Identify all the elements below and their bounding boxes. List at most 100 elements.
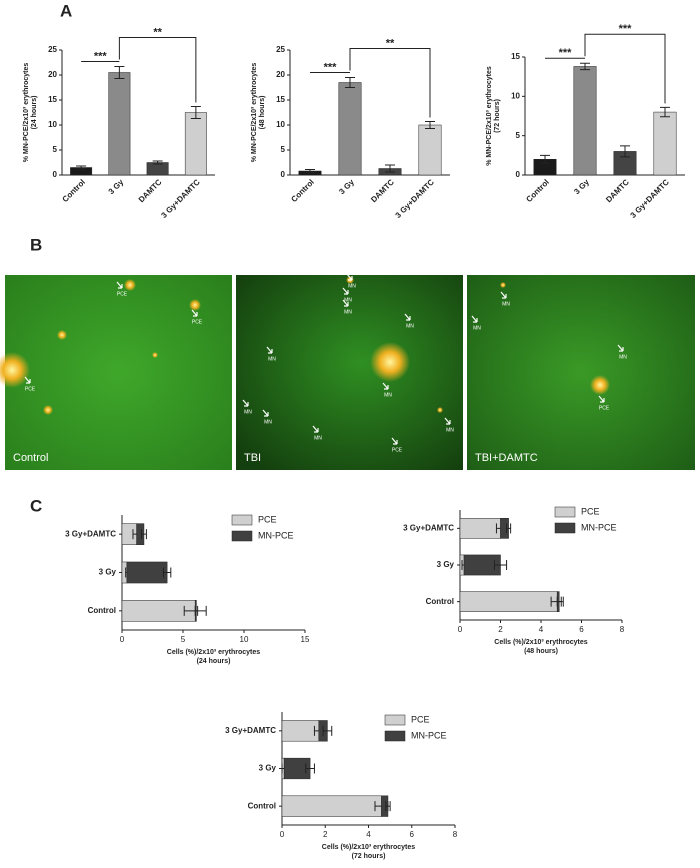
y-tick-label: 5 <box>281 145 286 154</box>
micrograph-annotation: MN <box>446 427 454 433</box>
x-tick-label: DAMTC <box>604 177 631 204</box>
legend-swatch <box>384 714 406 726</box>
panel-label: A <box>60 1 72 20</box>
x-tick-label: 15 <box>301 635 310 644</box>
legend-label: MN-PCE <box>258 530 294 540</box>
arrow <box>471 315 478 323</box>
error-bar <box>556 596 562 607</box>
cell <box>370 342 410 382</box>
micrograph-label: Control <box>13 452 48 464</box>
cell <box>189 299 201 311</box>
significance-bracket <box>584 33 666 104</box>
bar <box>108 72 131 176</box>
error-bar <box>506 523 512 534</box>
x-axis-label: (24 hours) <box>197 658 231 665</box>
y-tick-label: 3 Gy+DAMTC <box>403 523 454 532</box>
micrograph-annotation: MN <box>244 409 252 415</box>
micrograph-annotation: MN <box>384 392 392 398</box>
micrograph-annotation: MN <box>314 435 322 441</box>
y-axis-label: (24 hours) <box>31 96 38 130</box>
arrow <box>312 425 319 433</box>
x-tick-label: 2 <box>323 830 328 839</box>
error-bar <box>305 169 315 173</box>
micrograph-annotation: PCE <box>392 447 403 453</box>
arrow <box>342 287 349 295</box>
arrow <box>500 291 507 299</box>
arrow <box>346 273 353 281</box>
micrograph-annotation: MN <box>268 356 276 362</box>
x-tick-label: 8 <box>620 625 625 634</box>
y-tick-label: 3 Gy <box>437 560 455 569</box>
y-tick-label: 25 <box>276 45 285 54</box>
y-tick-label: 15 <box>511 52 520 61</box>
x-tick-label: 10 <box>240 635 249 644</box>
x-tick-label: 0 <box>280 830 285 839</box>
micrograph-annotation: MN <box>406 323 414 329</box>
x-axis-label: Cells (%)/2x10³ erythrocytes <box>167 649 260 656</box>
error-bar <box>385 164 395 173</box>
arrow <box>266 346 273 354</box>
micrograph-annotation: MN <box>344 309 352 315</box>
arrow <box>617 344 624 352</box>
error-bar <box>540 154 550 164</box>
x-tick-label: Control <box>524 178 550 204</box>
micrograph-label: TBI+DAMTC <box>475 452 538 464</box>
x-tick-label: 4 <box>539 625 544 634</box>
x-tick-label: 6 <box>579 625 584 634</box>
significance-bracket <box>118 37 197 103</box>
cell <box>500 282 506 288</box>
x-axis-label: (72 hours) <box>352 853 386 860</box>
error-bar <box>660 106 670 118</box>
micrograph <box>236 275 463 470</box>
arrow <box>382 382 389 390</box>
x-axis-label: Cells (%)/2x10³ erythrocytes <box>494 639 587 646</box>
x-tick-label: 6 <box>410 830 415 839</box>
x-tick-label: DAMTC <box>369 177 396 204</box>
x-tick-label: 0 <box>120 635 125 644</box>
error-bar <box>152 160 163 165</box>
micrograph-annotation: PCE <box>599 405 610 411</box>
significance-label: *** <box>94 50 108 62</box>
significance-bracket <box>349 48 431 118</box>
x-tick-label: Control <box>61 178 87 204</box>
micrograph-annotation: MN <box>473 325 481 331</box>
x-tick-label: 3 Gy <box>572 177 591 196</box>
legend-label: PCE <box>258 514 277 524</box>
x-tick-label: 4 <box>366 830 371 839</box>
y-tick-label: 10 <box>511 91 520 100</box>
y-tick-label: 5 <box>516 131 521 140</box>
x-axis-label: Cells (%)/2x10³ erythrocytes <box>322 844 415 851</box>
bar <box>573 66 597 176</box>
bar <box>418 124 442 176</box>
bar-segment <box>281 795 382 817</box>
x-tick-label: 2 <box>498 625 503 634</box>
x-tick-label: DAMTC <box>137 177 164 204</box>
x-tick-label: 5 <box>181 635 186 644</box>
y-tick-label: 15 <box>276 95 285 104</box>
panel-label: C <box>30 496 42 515</box>
x-axis-label: (48 hours) <box>524 648 558 655</box>
significance-label: ** <box>153 26 162 38</box>
panel-label: B <box>30 235 42 254</box>
x-tick-label: 3 Gy+DAMTC <box>394 177 437 220</box>
legend-label: MN-PCE <box>411 730 447 740</box>
y-axis-label: % MN-PCE/2x10³ erythrocytes <box>486 66 493 166</box>
cell <box>590 375 610 395</box>
micrograph-annotation: MN <box>344 297 352 303</box>
arrow <box>242 399 249 407</box>
cell <box>43 405 53 415</box>
significance-label: ** <box>386 37 395 49</box>
bar-segment <box>126 561 168 584</box>
arrow <box>391 437 398 445</box>
micrograph-annotation: PCE <box>25 386 36 392</box>
legend-label: PCE <box>581 506 600 516</box>
x-tick-label: Control <box>289 178 315 204</box>
legend-swatch <box>231 530 253 542</box>
error-bar <box>194 605 199 616</box>
legend-swatch <box>554 522 576 534</box>
arrow <box>404 313 411 321</box>
legend-label: MN-PCE <box>581 522 617 532</box>
y-tick-label: 20 <box>276 70 285 79</box>
legend-swatch <box>554 506 576 518</box>
